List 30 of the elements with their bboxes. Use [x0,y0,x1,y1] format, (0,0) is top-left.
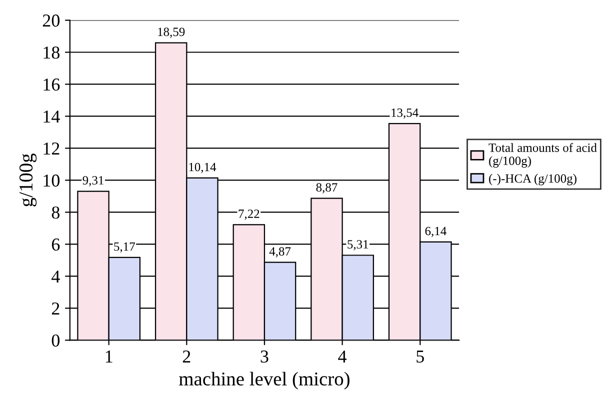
y-axis-title: g/100g [19,154,37,206]
x-tick-label: 2 [182,350,190,362]
data-label: 8,87 [316,183,338,194]
y-tick-label: 0 [52,334,60,347]
y-tick-label: 8 [52,206,60,219]
data-label: 4,87 [269,247,291,258]
legend-label: Total amounts of acid (g/100g) [488,143,597,168]
data-label: 13,54 [392,108,418,119]
x-tick-label: 1 [106,350,112,362]
y-tick-label: 12 [44,142,60,154]
y-tick-label: 10 [44,174,60,187]
y-tick-label: 16 [44,78,60,91]
data-label: 5,17 [114,242,135,253]
data-label: 10,14 [189,162,216,174]
data-label: 9,31 [82,176,104,186]
y-tick-label: 18 [44,46,60,59]
legend-label: (-)-HCA (g/100g) [489,174,576,186]
y-tick-label: 6 [52,238,60,251]
data-label: 7,22 [238,210,260,220]
x-axis-title: machine level (micro) [179,372,350,390]
y-tick-label: 20 [42,14,60,27]
data-label: 5,31 [348,240,368,250]
y-tick-label: 2 [52,302,60,314]
data-label: 18,59 [158,28,185,38]
x-tick-label: 3 [260,350,268,363]
x-tick-label: 5 [416,350,424,363]
y-tick-label: 14 [44,110,60,122]
data-label: 6,14 [425,226,446,238]
x-tick-label: 4 [338,350,347,362]
y-tick-label: 4 [52,270,60,282]
